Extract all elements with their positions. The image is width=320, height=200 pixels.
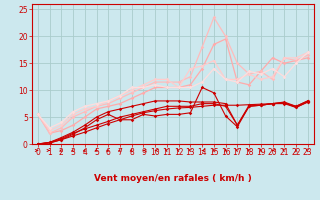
- X-axis label: Vent moyen/en rafales ( km/h ): Vent moyen/en rafales ( km/h ): [94, 174, 252, 183]
